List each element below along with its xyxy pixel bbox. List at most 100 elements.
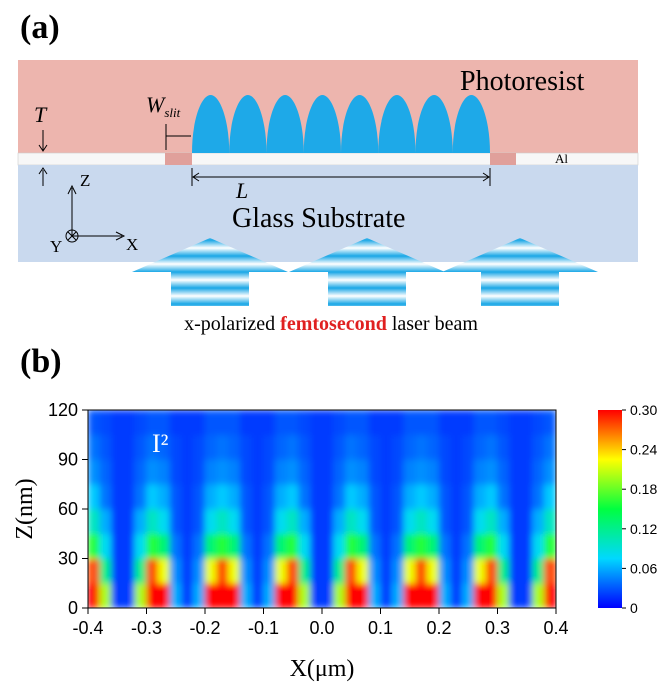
y-axis-title: Z(nm)	[12, 478, 38, 539]
al-layer	[17, 152, 639, 166]
heat-cell	[520, 483, 533, 510]
heat-cell	[169, 459, 182, 485]
heat-cell	[415, 410, 428, 436]
heat-cell	[239, 508, 253, 535]
heat-cell	[146, 434, 159, 460]
heat-cell	[356, 434, 370, 460]
heat-cell	[508, 508, 522, 535]
heat-cell	[485, 508, 498, 535]
heat-cell	[298, 459, 311, 485]
heat-cell	[286, 558, 299, 584]
heat-cell	[356, 582, 370, 608]
heat-cell	[544, 508, 556, 535]
x-tick-label: -0.3	[131, 618, 162, 638]
heat-cell	[438, 582, 451, 608]
heat-cell	[415, 483, 428, 510]
heat-cell	[485, 582, 498, 608]
w-label: Wslit	[146, 92, 181, 120]
heat-cell	[181, 459, 194, 485]
heat-cell	[450, 459, 463, 485]
heat-cell	[520, 533, 533, 559]
heat-cell	[345, 410, 358, 436]
heat-cell	[88, 434, 100, 460]
heat-cell	[181, 508, 194, 535]
heat-cell	[450, 582, 463, 608]
heat-cell	[391, 582, 405, 608]
heat-cell	[239, 459, 253, 485]
heat-cell	[368, 558, 381, 584]
heat-cell	[497, 483, 510, 510]
heat-cell	[356, 533, 370, 559]
heat-cell	[368, 582, 381, 608]
heat-cell	[88, 508, 100, 535]
y-tick-label: 120	[48, 400, 78, 420]
heat-cell	[321, 434, 334, 460]
heat-cell	[450, 508, 463, 535]
heat-cell	[380, 483, 393, 510]
heat-cell	[427, 582, 440, 608]
heat-cell	[345, 483, 358, 510]
heat-cell	[380, 582, 393, 608]
heat-cell	[239, 533, 253, 559]
heat-cell	[403, 483, 416, 510]
heat-cell	[310, 459, 323, 485]
heatmap-cells	[88, 410, 556, 608]
heat-cell	[111, 533, 124, 559]
heat-cell	[520, 582, 533, 608]
heat-cell	[193, 483, 206, 510]
heat-cell	[544, 533, 556, 559]
heat-cell	[169, 483, 182, 510]
heat-cell	[520, 558, 533, 584]
heat-cell	[415, 533, 428, 559]
x-tick-label: -0.2	[189, 618, 220, 638]
heat-cell	[239, 410, 253, 436]
heat-cell	[310, 558, 323, 584]
heat-cell	[263, 533, 276, 559]
heat-cell	[403, 582, 416, 608]
heat-cell	[134, 558, 147, 584]
l-label: L	[235, 178, 248, 203]
heat-cell	[263, 459, 276, 485]
heat-cell	[228, 533, 241, 559]
heat-cell	[298, 410, 311, 436]
heat-cell	[380, 434, 393, 460]
heat-cell	[181, 434, 194, 460]
heat-cell	[415, 508, 428, 535]
heat-cell	[462, 410, 475, 436]
heat-cell	[544, 434, 556, 460]
heat-cell	[99, 582, 112, 608]
panel-label: (b)	[20, 343, 62, 380]
heat-cell	[508, 582, 522, 608]
annotation: I²	[152, 429, 169, 458]
heat-cell	[99, 459, 112, 485]
heat-cell	[146, 533, 159, 559]
heat-cell	[520, 410, 533, 436]
caption-part: laser beam	[387, 313, 479, 335]
heat-cell	[298, 483, 311, 510]
x-tick-label: 0.4	[543, 618, 568, 638]
heat-cell	[333, 483, 346, 510]
heat-cell	[157, 558, 171, 584]
heat-cell	[157, 582, 171, 608]
heat-cell	[111, 410, 124, 436]
heat-cell	[368, 483, 381, 510]
heat-cell	[122, 434, 136, 460]
heat-cell	[391, 410, 405, 436]
heat-cell	[193, 582, 206, 608]
heat-cell	[333, 410, 346, 436]
heat-cell	[216, 582, 229, 608]
colorbar-tick-label: 0.30	[630, 402, 657, 418]
z-arrowhead	[67, 184, 77, 195]
heat-cell	[473, 434, 487, 460]
heat-cell	[228, 459, 241, 485]
heat-cell	[333, 508, 346, 535]
heat-cell	[251, 459, 264, 485]
heat-cell	[146, 410, 159, 436]
heat-cell	[497, 459, 510, 485]
heat-cell	[157, 508, 171, 535]
t-arrowhead	[38, 167, 48, 175]
heat-cell	[368, 434, 381, 460]
heat-cell	[380, 508, 393, 535]
heat-cell	[532, 533, 545, 559]
x-tick-label: 0.0	[309, 618, 334, 638]
